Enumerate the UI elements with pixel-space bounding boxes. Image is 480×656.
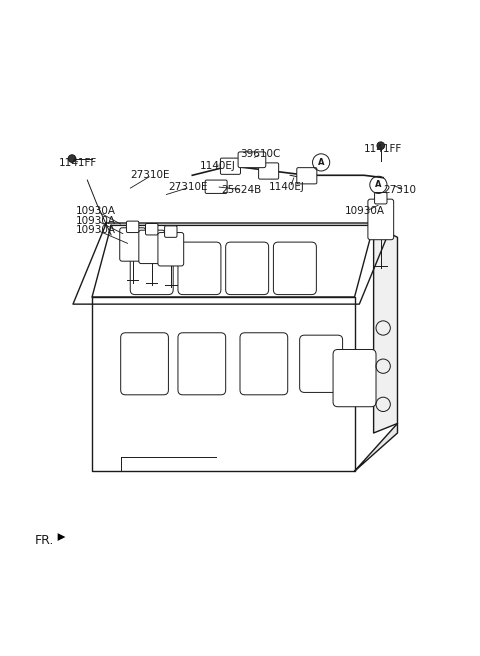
- Polygon shape: [355, 423, 397, 471]
- Polygon shape: [92, 226, 373, 297]
- FancyBboxPatch shape: [297, 168, 317, 184]
- Text: 10930A: 10930A: [75, 216, 115, 226]
- Text: 39610C: 39610C: [240, 149, 280, 159]
- FancyBboxPatch shape: [333, 350, 376, 407]
- FancyBboxPatch shape: [368, 199, 394, 239]
- FancyBboxPatch shape: [300, 335, 343, 392]
- Text: 27310E: 27310E: [168, 182, 208, 192]
- Text: 1140EJ: 1140EJ: [199, 161, 235, 171]
- FancyBboxPatch shape: [139, 230, 165, 264]
- FancyBboxPatch shape: [120, 333, 168, 395]
- FancyBboxPatch shape: [145, 224, 158, 235]
- Text: 1140EJ: 1140EJ: [269, 182, 304, 192]
- Polygon shape: [92, 297, 355, 471]
- Text: 1141FF: 1141FF: [59, 158, 97, 169]
- Circle shape: [377, 142, 384, 150]
- FancyBboxPatch shape: [120, 228, 145, 261]
- FancyBboxPatch shape: [126, 221, 139, 233]
- FancyBboxPatch shape: [178, 333, 226, 395]
- FancyBboxPatch shape: [220, 158, 240, 174]
- FancyBboxPatch shape: [274, 242, 316, 295]
- Text: FR.: FR.: [35, 534, 54, 547]
- Text: 25624B: 25624B: [221, 184, 261, 195]
- Polygon shape: [373, 226, 397, 433]
- FancyBboxPatch shape: [130, 242, 173, 295]
- Text: 27310: 27310: [383, 184, 416, 195]
- FancyBboxPatch shape: [240, 333, 288, 395]
- Text: A: A: [318, 158, 324, 167]
- FancyBboxPatch shape: [158, 233, 184, 266]
- FancyBboxPatch shape: [205, 180, 227, 194]
- FancyBboxPatch shape: [374, 192, 387, 204]
- Text: 10930A: 10930A: [75, 225, 115, 235]
- FancyBboxPatch shape: [226, 242, 269, 295]
- Text: A: A: [375, 180, 382, 190]
- Text: 10930A: 10930A: [75, 206, 115, 216]
- Text: 10930A: 10930A: [345, 206, 385, 216]
- FancyBboxPatch shape: [238, 152, 266, 168]
- Text: 27310E: 27310E: [130, 171, 170, 180]
- FancyBboxPatch shape: [178, 242, 221, 295]
- FancyBboxPatch shape: [165, 226, 177, 237]
- Text: 1141FF: 1141FF: [364, 144, 402, 154]
- FancyBboxPatch shape: [259, 163, 279, 179]
- Circle shape: [68, 155, 76, 163]
